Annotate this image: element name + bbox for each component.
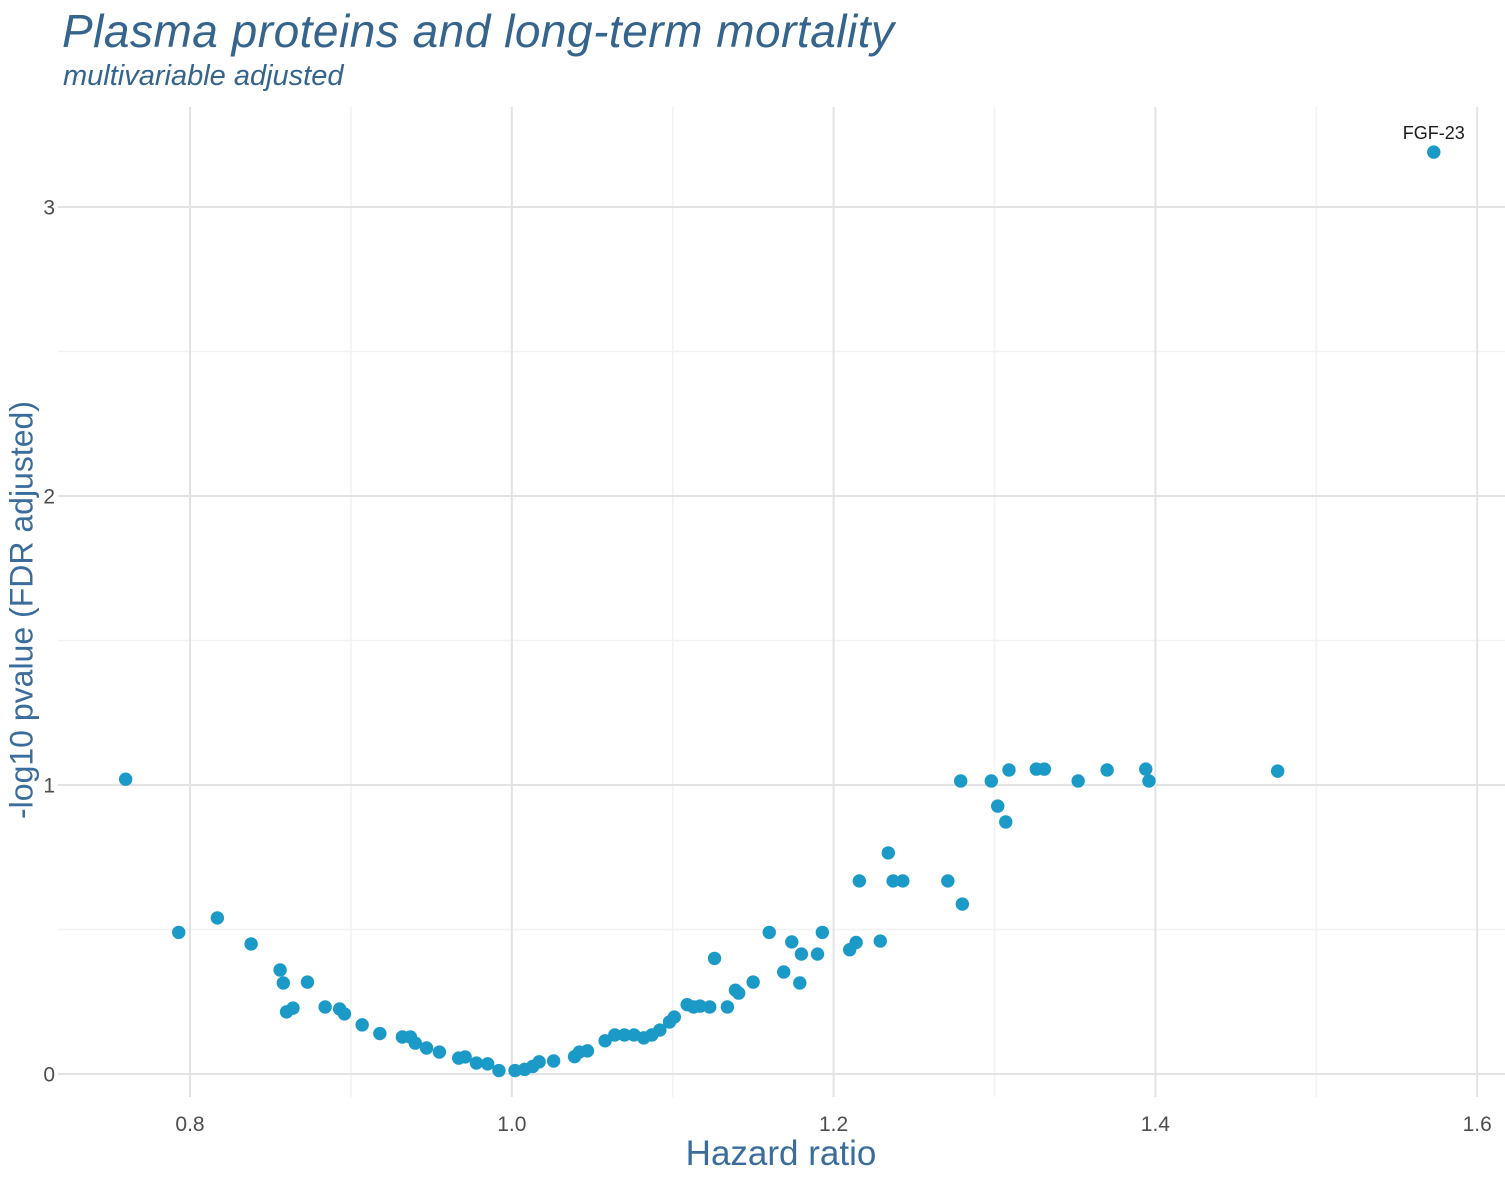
data-point [580, 1044, 595, 1058]
data-point [693, 999, 707, 1013]
data-point [300, 975, 315, 989]
y-tick-label: 3 [43, 196, 55, 219]
x-tick-label: 1.6 [1463, 1113, 1492, 1136]
data-point [469, 1056, 484, 1070]
data-point [210, 911, 225, 925]
data-point [1037, 762, 1052, 776]
data-point [999, 815, 1013, 829]
data-point [720, 1000, 735, 1014]
data-point [276, 976, 291, 990]
data-point [532, 1055, 546, 1069]
data-point [408, 1036, 422, 1050]
data-point [653, 1023, 667, 1037]
data-point [815, 925, 830, 940]
data-point [762, 925, 776, 940]
data-point [598, 1034, 612, 1048]
data-point [172, 925, 186, 940]
data-point [355, 1018, 369, 1032]
data-point [852, 874, 867, 888]
data-point [793, 976, 807, 990]
data-point [941, 874, 955, 888]
data-point [1071, 774, 1085, 788]
data-point [1100, 763, 1114, 777]
data-point [896, 874, 910, 888]
data-point [703, 1000, 717, 1014]
data-point [318, 1000, 332, 1014]
y-tick-label: 2 [43, 485, 55, 508]
data-point [794, 947, 809, 961]
data-point [746, 975, 760, 989]
y-tick-label: 1 [43, 774, 55, 797]
data-point [608, 1028, 622, 1042]
x-tick-label: 1.0 [497, 1113, 526, 1136]
data-point-labeled [1427, 145, 1441, 159]
data-point [849, 935, 863, 950]
data-point [810, 947, 825, 961]
x-tick-label: 1.4 [1141, 1113, 1171, 1136]
data-point [1142, 774, 1156, 788]
data-point [286, 1001, 300, 1015]
data-point [873, 934, 887, 948]
data-point [731, 986, 746, 1000]
x-axis-label: Hazard ratio [685, 1134, 877, 1173]
chart-title: Plasma proteins and long-term mortality [62, 5, 895, 57]
data-point [273, 963, 287, 977]
data-point [667, 1010, 682, 1024]
data-point [373, 1026, 387, 1041]
data-point [1139, 762, 1153, 776]
data-point [707, 951, 722, 966]
data-point [886, 874, 900, 888]
data-point [118, 772, 133, 786]
x-tick-label: 1.2 [819, 1113, 848, 1136]
x-tick-label: 0.8 [175, 1113, 204, 1136]
data-point [984, 774, 998, 788]
data-point [492, 1063, 506, 1078]
data-point [785, 935, 799, 949]
data-point [432, 1045, 447, 1059]
data-point [955, 897, 970, 911]
point-annotation: FGF-23 [1403, 123, 1465, 143]
data-point [1270, 764, 1285, 778]
data-point [881, 846, 896, 860]
data-point [991, 799, 1005, 813]
chart-subtitle: multivariable adjusted [63, 60, 344, 92]
data-point [1002, 763, 1016, 777]
data-point [244, 937, 258, 951]
data-point [458, 1050, 472, 1064]
data-point [337, 1007, 352, 1021]
data-point [617, 1028, 632, 1042]
data-point [419, 1041, 434, 1055]
data-point [480, 1057, 495, 1071]
data-point [777, 965, 791, 979]
data-point [546, 1054, 561, 1068]
data-point [954, 774, 968, 788]
y-tick-label: 0 [43, 1063, 55, 1086]
